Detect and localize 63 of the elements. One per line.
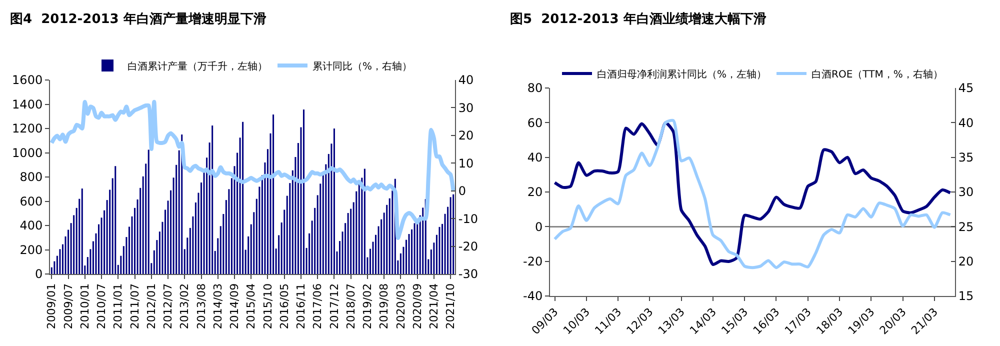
x-tick-label: 2019/08: [378, 283, 391, 330]
line-series: [50, 100, 455, 240]
y-tick-label: 0: [534, 220, 543, 234]
y-tick-label: 20: [527, 185, 543, 200]
y-tick-label: -40: [522, 289, 543, 304]
x-tick-label: 2015/04: [244, 283, 258, 330]
legend-label: 累计同比（%，右轴）: [312, 60, 412, 72]
y2-tick-label: 30: [458, 100, 474, 115]
y-tick-label: 0: [34, 267, 43, 282]
x-tick-label: 2014/09: [228, 283, 242, 330]
x-tick-label: 2016/11: [294, 283, 308, 330]
y2-tick-label: 30: [958, 185, 974, 200]
x-tick-label: 2019/02: [361, 283, 374, 330]
legend-label: 白酒ROE（TTM，%，右轴）: [812, 68, 943, 80]
x-tick-label: 2020/03: [394, 283, 408, 330]
y-tick-label: 40: [527, 150, 543, 165]
x-tick-label: 2021/04: [428, 283, 441, 330]
x-tick-label: 2011/01: [112, 283, 125, 330]
y2-tick-label: -20: [458, 239, 478, 254]
x-tick-label: 2010/01: [78, 283, 92, 330]
y2-tick-label: 20: [958, 254, 974, 269]
x-tick-label: 2013/08: [194, 283, 208, 330]
y2-tick-label: 35: [958, 150, 974, 165]
x-tick-label: 2009/01: [45, 283, 58, 330]
y2-tick-label: -30: [458, 267, 478, 282]
y-tick-label: 60: [527, 116, 543, 130]
x-tick-label: 2020/09: [410, 283, 424, 330]
x-tick-label: 2012/01: [144, 283, 158, 330]
x-tick-label: 2021/10: [444, 283, 458, 330]
x-tick-label: 2013/02: [178, 283, 192, 330]
y-tick-label: -20: [522, 254, 543, 269]
y2-tick-label: 0: [458, 184, 466, 198]
y-tick-label: 80: [527, 81, 543, 96]
y-tick-label: 1000: [12, 146, 43, 160]
x-tick-label: 2011/07: [128, 283, 142, 330]
x-tick-label: 2017/12: [328, 283, 341, 330]
x-tick-label: 2012/07: [162, 283, 175, 330]
y2-tick-label: 40: [458, 73, 474, 88]
legend-label: 白酒归母净利润累计同比（%，左轴）: [597, 68, 767, 80]
y2-tick-label: 20: [458, 128, 474, 143]
y2-tick-label: 45: [958, 81, 974, 96]
x-tick-label: 2009/07: [62, 283, 75, 330]
y2-tick-label: 40: [958, 116, 974, 130]
x-tick-label: 2010/07: [95, 283, 108, 330]
y-tick-label: 600: [20, 194, 43, 208]
y-tick-label: 800: [20, 170, 43, 184]
y2-tick-label: 15: [958, 289, 974, 304]
chart-title: 图4 2012-2013 年白酒产量增速明显下滑: [10, 10, 266, 27]
x-tick-label: 2017/06: [311, 283, 324, 330]
y2-tick-label: 25: [958, 220, 974, 234]
x-tick-label: 2016/05: [278, 283, 291, 330]
chart-title: 图5 2012-2013 年白酒业绩增速大幅下滑: [510, 10, 766, 27]
legend-label: 白酒累计产量（万千升，左轴）: [128, 60, 268, 72]
x-tick-label: 2014/03: [211, 283, 224, 330]
y-tick-label: 1200: [12, 122, 43, 136]
y-tick-label: 1400: [12, 97, 43, 112]
x-tick-label: 2015/10: [261, 283, 274, 330]
y-tick-label: 400: [20, 218, 43, 233]
x-tick-label: 2018/07: [344, 283, 358, 330]
y2-tick-label: 10: [458, 156, 474, 170]
y2-tick-label: -10: [458, 212, 478, 226]
y-tick-label: 1600: [12, 73, 43, 88]
y-tick-label: 200: [20, 242, 43, 257]
